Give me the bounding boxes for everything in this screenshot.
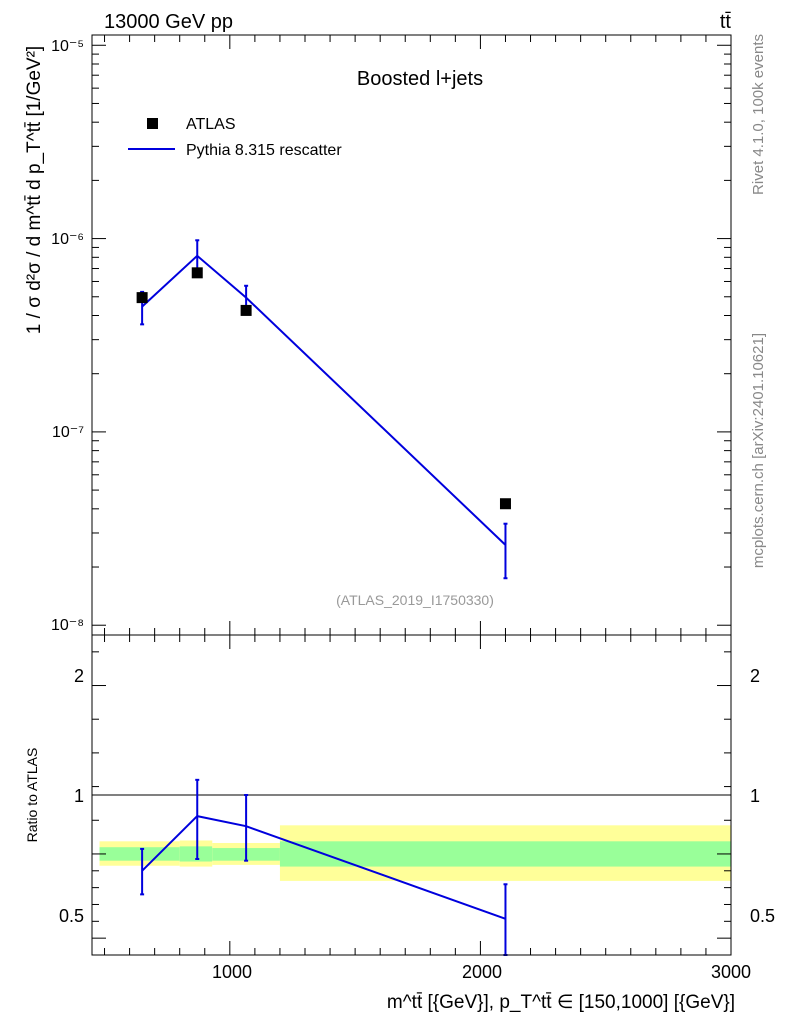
ratio-ytick-label-0.5: 0.5: [59, 906, 84, 926]
legend-marker-atlas: [147, 118, 158, 129]
ratio-ytick-label-1: 1: [74, 786, 84, 806]
side-site: mcplots.cern.ch [arXiv:2401.10621]: [750, 333, 767, 568]
ratio-ylabel: Ratio to ATLAS: [24, 748, 40, 843]
ratio-ytick-label-right-0.5: 0.5: [750, 906, 775, 926]
main-panel: Boosted l+jets (ATLAS_2019_I1750330) ATL…: [24, 34, 732, 636]
process-label: tt̄: [720, 11, 732, 33]
ratio-band-inner: [99, 847, 180, 861]
beam-label: 13000 GeV pp: [104, 11, 233, 33]
legend-label-pythia: Pythia 8.315 rescatter: [186, 142, 342, 159]
xtick-label-2000: 2000: [462, 962, 502, 982]
atlas-point: [136, 292, 148, 304]
main-title: Boosted l+jets: [357, 68, 483, 90]
ytick-label-1e-7: 10⁻⁷: [52, 424, 84, 441]
xtick-label-3000: 3000: [711, 962, 751, 982]
ratio-frame: [91, 634, 732, 956]
main-axis-ticks: [92, 35, 732, 635]
legend: ATLAS Pythia 8.315 rescatter: [128, 116, 342, 159]
ratio-band-inner: [279, 841, 731, 867]
watermark: (ATLAS_2019_I1750330): [336, 592, 494, 608]
ratio-ytick-label-right-2: 2: [750, 666, 760, 686]
xtick-label-1000: 1000: [212, 962, 252, 982]
main-ylabel: 1 / σ d²σ / d m^tt̄ d p_T^tt̄ [1/GeV²]: [24, 46, 45, 334]
ratio-ytick-label-2: 2: [74, 666, 84, 686]
ratio-band-inner: [179, 846, 213, 862]
ytick-label-1e-5: 10⁻⁵: [51, 38, 84, 55]
ratio-ytick-label-right-1: 1: [750, 786, 760, 806]
xlabel: m^tt̄ [{GeV}], p_T^tt̄ ∈ [150,1000] [{Ge…: [387, 992, 735, 1013]
main-data: [136, 239, 511, 580]
ratio-panel: 0.5 1 2 0.5 1 2 Ratio to ATLAS 1000 2000…: [24, 634, 775, 1013]
ratio-bands: [99, 825, 731, 881]
pythia-line: [141, 254, 507, 546]
ytick-label-1e-8: 10⁻⁸: [51, 617, 84, 634]
ratio-data: [140, 778, 508, 956]
ratio-pythia-line: [141, 815, 506, 920]
legend-label-atlas: ATLAS: [186, 116, 236, 133]
atlas-point: [499, 498, 511, 510]
side-version: Rivet 4.1.0, 100k events: [750, 34, 767, 195]
atlas-point: [191, 267, 203, 279]
ytick-label-1e-6: 10⁻⁶: [51, 231, 84, 248]
atlas-point: [240, 304, 252, 316]
